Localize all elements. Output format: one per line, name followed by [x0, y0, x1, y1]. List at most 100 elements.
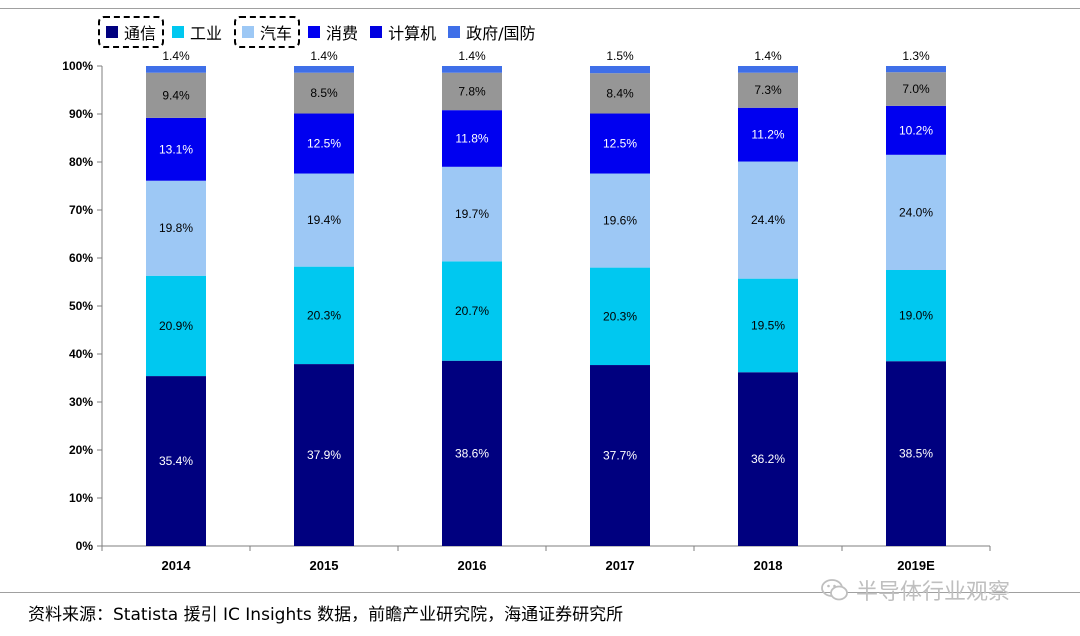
data-label: 19.4% [307, 213, 341, 227]
bar-segment [442, 360, 502, 546]
data-label: 7.8% [458, 84, 486, 98]
legend-swatch [370, 26, 383, 38]
bar-segment [590, 73, 650, 114]
x-tick-label: 2019E [897, 558, 935, 573]
legend-swatch [106, 26, 118, 38]
top-rule [0, 8, 1080, 9]
data-label: 20.3% [603, 309, 637, 323]
data-label: 19.8% [159, 221, 193, 235]
data-label: 38.5% [899, 447, 933, 461]
data-label: 19.0% [899, 309, 933, 323]
bar-segment [294, 364, 354, 546]
chart-legend: 通信 工业 汽车 消费 计算机 政府/国防 [98, 16, 547, 48]
y-tick-label: 70% [69, 203, 93, 217]
bar-segment [886, 66, 946, 73]
bar-segment [442, 261, 502, 361]
x-tick-label: 2017 [606, 558, 635, 573]
y-tick-label: 80% [69, 155, 93, 169]
bar-segment [294, 113, 354, 174]
data-label: 24.0% [899, 205, 933, 219]
legend-label: 政府/国防 [466, 24, 536, 43]
bar-segment [886, 105, 946, 155]
watermark-text: 半导体行业观察 [856, 580, 1011, 605]
data-label: 38.6% [455, 446, 489, 460]
bar-segment [442, 110, 502, 167]
data-label: 20.3% [307, 308, 341, 322]
data-label: 19.6% [603, 214, 637, 228]
bar-segment [146, 275, 206, 377]
data-label: 7.3% [754, 83, 782, 97]
data-label: 24.4% [751, 213, 785, 227]
y-tick-label: 10% [69, 491, 93, 505]
legend-item: 通信 [98, 16, 165, 48]
data-label: 9.4% [162, 88, 190, 102]
y-tick-label: 50% [69, 299, 93, 313]
data-label: 20.9% [159, 319, 193, 333]
data-label: 7.0% [902, 82, 930, 96]
legend-swatch [242, 26, 255, 38]
data-label: 1.4% [310, 49, 338, 63]
wechat-icon [821, 579, 848, 601]
data-label: 20.7% [455, 304, 489, 318]
bottom-rule [0, 592, 1080, 593]
legend-item: 政府/国防 [448, 20, 535, 44]
bar-segment [442, 72, 502, 111]
y-tick-label: 90% [69, 107, 93, 121]
legend-label: 消费 [326, 24, 359, 43]
legend-item: 消费 [308, 20, 358, 44]
data-label: 10.2% [899, 123, 933, 137]
legend-item: 汽车 [234, 16, 301, 48]
bar-segment [738, 107, 798, 162]
bar-segment [886, 270, 946, 362]
bar-segment [146, 376, 206, 546]
bar-segment [294, 266, 354, 365]
data-label: 19.7% [455, 207, 489, 221]
legend-swatch [308, 26, 321, 38]
bar-segment [738, 66, 798, 73]
bar-segment [590, 66, 650, 74]
data-label: 1.4% [754, 49, 782, 63]
data-label: 37.7% [603, 449, 637, 463]
bar-segment [590, 365, 650, 546]
data-label: 8.4% [606, 86, 634, 100]
data-label: 1.5% [606, 49, 634, 63]
y-tick-label: 0% [76, 539, 94, 553]
bar-segment [590, 267, 650, 366]
legend-item: 工业 [172, 20, 222, 44]
bar-segment [738, 72, 798, 108]
data-label: 11.8% [455, 131, 488, 145]
x-tick-label: 2016 [458, 558, 487, 573]
bar-segment [146, 180, 206, 276]
bar-segment [590, 173, 650, 268]
data-label: 8.5% [310, 86, 338, 100]
legend-swatch [172, 26, 185, 38]
data-label: 12.5% [307, 137, 341, 151]
bar-segment [590, 113, 650, 174]
bar-segment [294, 66, 354, 73]
data-label: 35.4% [159, 454, 193, 468]
stacked-bar-chart: 0% 10% 20% 30% 40% 50% 60% 70% 80% 90% 100% 35.4% 20… [62, 49, 991, 573]
bar-segment [146, 117, 206, 181]
x-tick-label: 2015 [310, 558, 339, 573]
data-label: 13.1% [159, 142, 193, 156]
bar-segment [886, 361, 946, 546]
legend-label: 工业 [190, 24, 223, 43]
bar-segment [442, 66, 502, 73]
bar-segment [886, 72, 946, 106]
y-tick-label: 60% [69, 251, 93, 265]
legend-item: 计算机 [370, 20, 436, 44]
legend-label: 通信 [124, 24, 157, 43]
data-label: 1.3% [902, 49, 930, 63]
x-tick-label: 2018 [754, 558, 783, 573]
data-label: 11.2% [751, 128, 784, 142]
data-label: 37.9% [307, 448, 341, 462]
bar-segment [442, 166, 502, 262]
bar-segment [738, 372, 798, 546]
bar-segment [294, 173, 354, 267]
y-tick-label: 30% [69, 395, 93, 409]
bar-segment [738, 278, 798, 373]
source-note: 资料来源：Statista 援引 IC Insights 数据，前瞻产业研究院，… [28, 605, 624, 625]
y-tick-label: 40% [69, 347, 93, 361]
legend-label: 汽车 [260, 24, 293, 43]
data-label: 19.5% [751, 318, 785, 332]
